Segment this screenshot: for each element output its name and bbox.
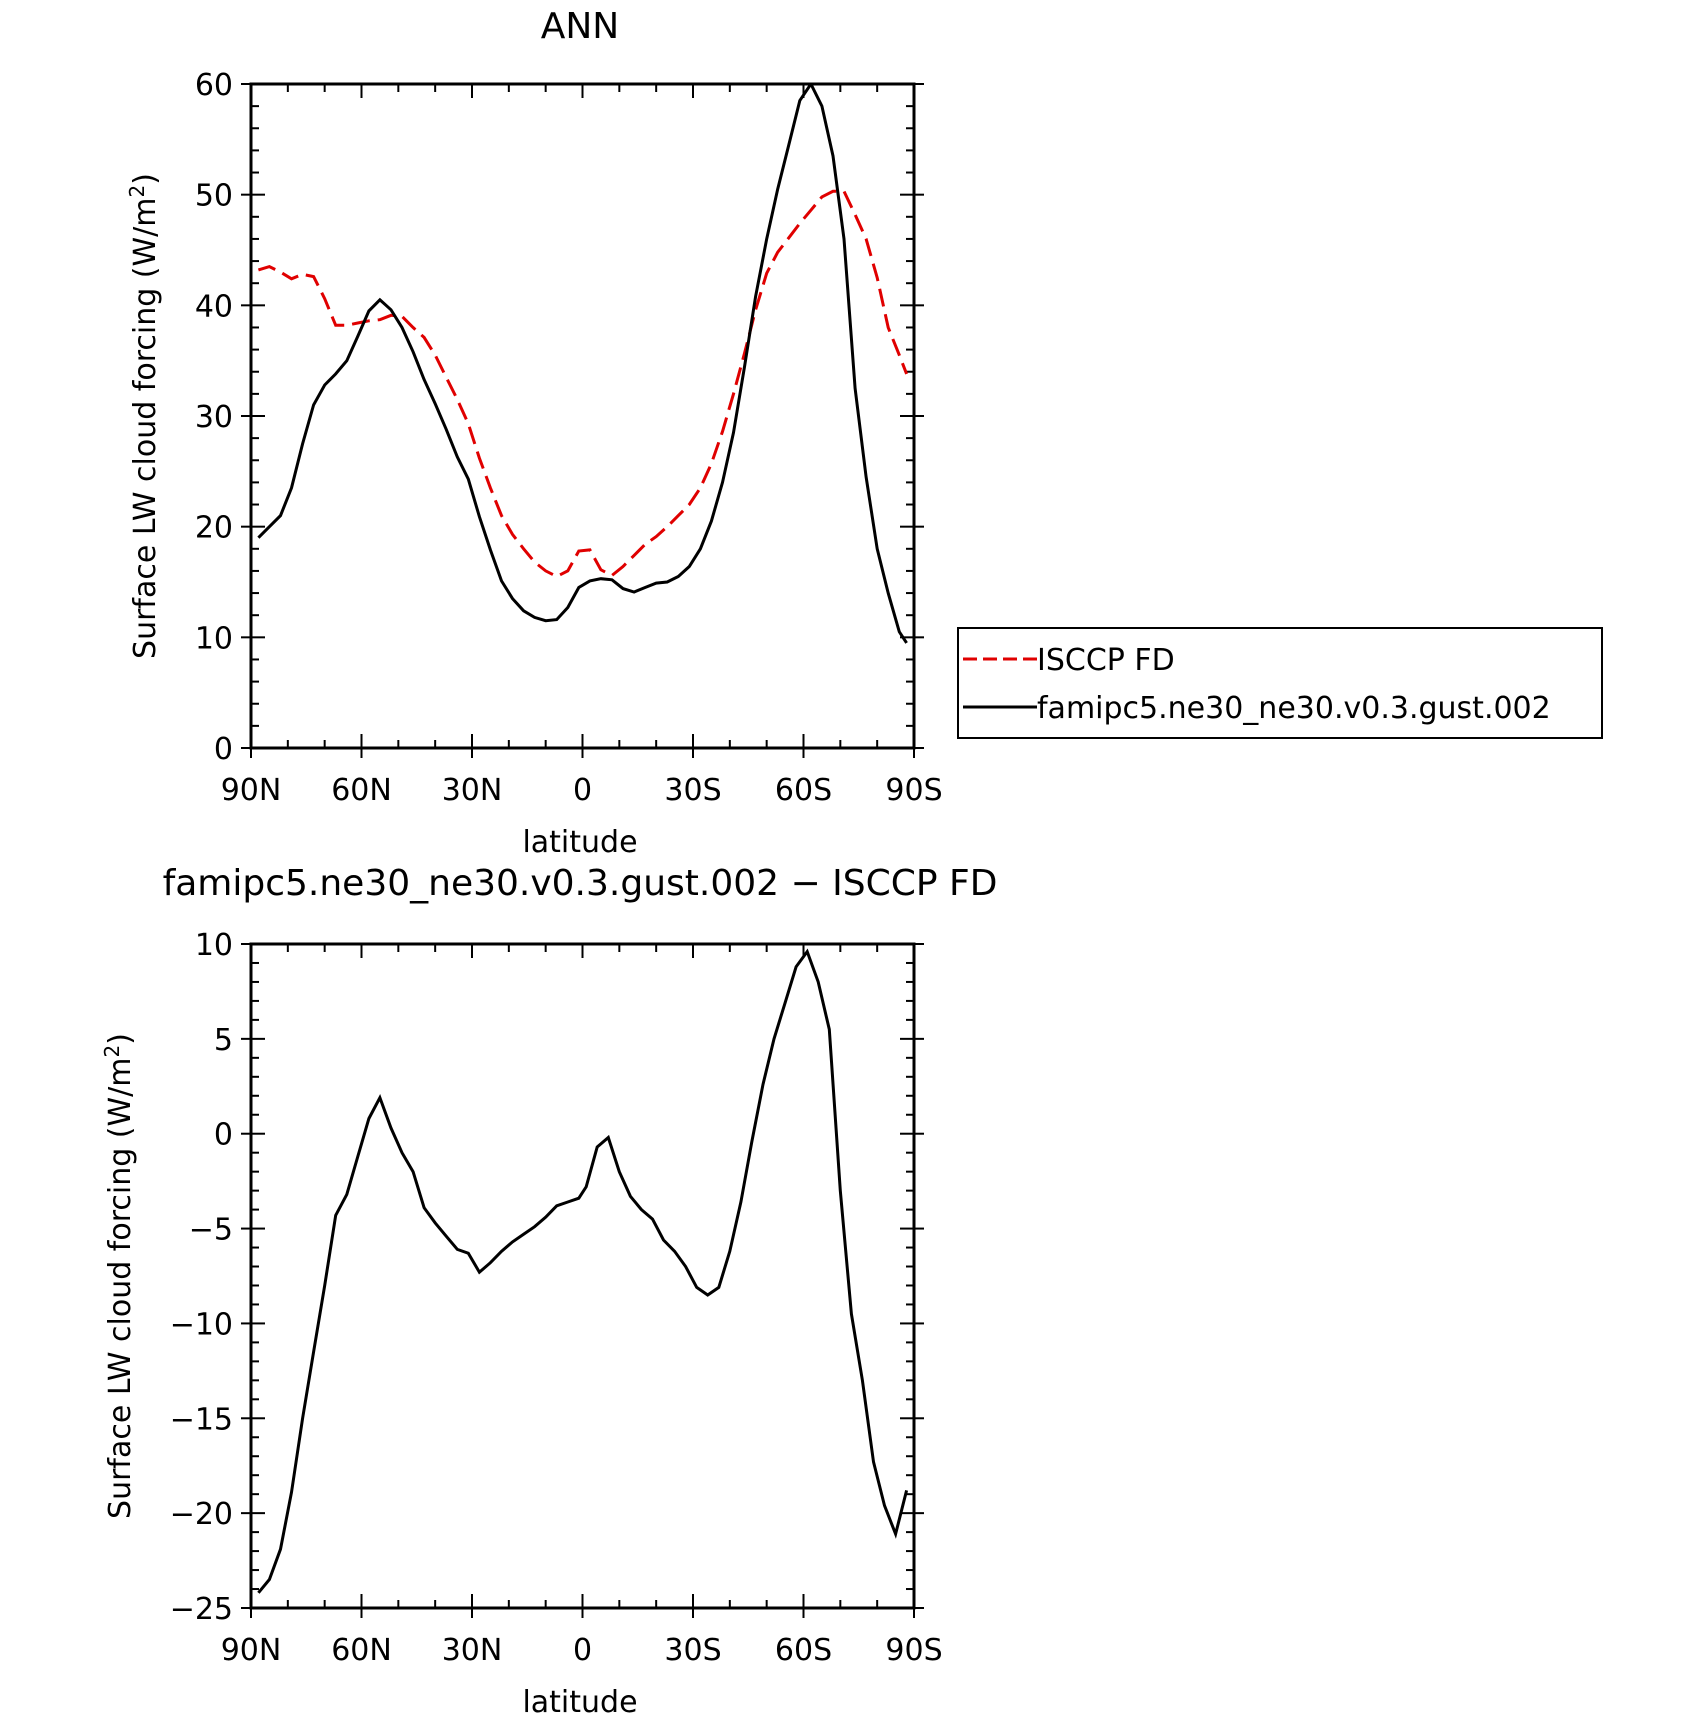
y-tick-labels: 10 5 0 −5 −10 −15 −20 −25 [170,928,233,1627]
x-tick-label: 90N [221,1633,282,1668]
series-line-model [257,84,908,644]
y-axis-title-superscript: 2 [125,185,149,198]
y-tick-label: 50 [195,179,233,214]
y-axis-title-text: Surface LW cloud forcing (W/m [128,197,163,658]
legend-box [957,627,1603,739]
x-tick-label: 0 [573,773,592,808]
x-tick-labels: 90N 60N 30N 0 30S 60S 90S [221,1633,943,1668]
x-tick-label: 60N [331,1633,392,1668]
y-tick-label: −10 [170,1307,233,1342]
x-axis-title: latitude [522,1685,637,1720]
tick-marks [241,83,924,758]
x-tick-label: 30N [442,773,503,808]
y-axis-title-text: Surface LW cloud forcing (W/m [103,1057,138,1518]
y-axis-title-close: ) [103,1033,138,1045]
y-tick-label: −20 [170,1497,233,1532]
y-tick-label: 0 [214,1118,233,1153]
y-tick-label: 5 [214,1023,233,1058]
series-line-difference [257,948,909,1594]
y-axis-title-close: ) [128,173,163,185]
x-tick-label: 60N [331,773,392,808]
x-tick-label: 30S [664,773,721,808]
x-axis-title: latitude [522,825,637,860]
y-tick-label: 10 [195,928,233,963]
plot-title: ANN [541,6,620,47]
legend-label-model: famipc5.ne30_ne30.v0.3.gust.002 [1037,691,1551,726]
x-tick-label: 30S [664,1633,721,1668]
y-tick-label: 20 [195,511,233,546]
x-tick-label: 90S [885,1633,942,1668]
difference-panel: famipc5.ne30_ne30.v0.3.gust.002 − ISCCP … [100,863,997,1720]
series-line-isccp-fd [257,189,908,579]
x-tick-label: 60S [775,773,832,808]
y-tick-label: −25 [170,1592,233,1627]
y-tick-label: −5 [189,1213,233,1248]
x-tick-label: 90N [221,773,282,808]
x-tick-label: 90S [885,773,942,808]
legend-label-isccp-fd: ISCCP FD [1037,643,1175,678]
legend: ISCCP FD famipc5.ne30_ne30.v0.3.gust.002 [957,627,1603,739]
y-tick-label: −15 [170,1402,233,1437]
y-tick-label: 60 [195,68,233,103]
x-tick-label: 60S [775,1633,832,1668]
y-tick-label: 40 [195,289,233,324]
tick-marks [241,943,924,1618]
x-tick-labels: 90N 60N 30N 0 30S 60S 90S [221,773,943,808]
climatology-panel: ANN 0 10 20 30 40 50 60 90N 60N 30N 0 30S 60S 90S la… [125,6,1603,860]
x-tick-label: 30N [442,1633,503,1668]
y-tick-label: 30 [195,400,233,435]
y-tick-labels: 0 10 20 30 40 50 60 [195,68,233,767]
y-axis-title: Surface LW cloud forcing (W/m2) [125,173,163,659]
y-axis-title: Surface LW cloud forcing (W/m2) [100,1033,138,1519]
y-tick-label: 0 [214,732,233,767]
plot-title: famipc5.ne30_ne30.v0.3.gust.002 − ISCCP … [163,863,998,904]
y-tick-label: 10 [195,621,233,656]
x-tick-label: 0 [573,1633,592,1668]
plot-frame [249,942,916,1610]
plot-frame [249,82,916,750]
y-axis-title-superscript: 2 [100,1045,124,1058]
